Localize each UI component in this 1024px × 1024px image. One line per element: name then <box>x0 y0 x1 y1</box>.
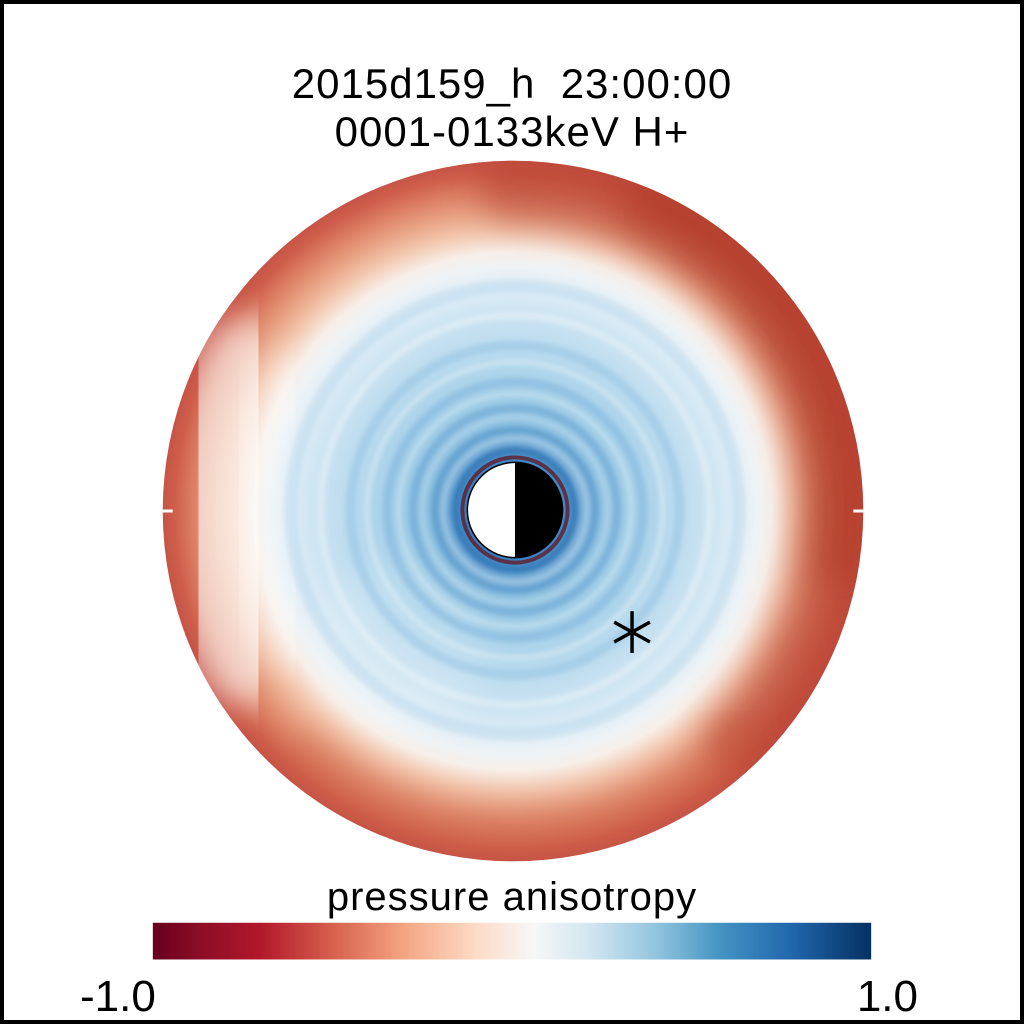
ring-structure <box>284 279 746 741</box>
colorbar-title: pressure anisotropy <box>326 875 698 919</box>
polar-anisotropy-plot <box>148 160 878 960</box>
colorbar-max-label: 1.0 <box>856 972 918 1021</box>
colorbar-gradient <box>152 922 872 960</box>
earth-marker <box>460 455 570 565</box>
asterisk-marker <box>613 611 651 653</box>
plot-subtitle: 0001-0133keV H+ <box>334 108 690 155</box>
plot-title: 2015d159_h 23:00:00 <box>291 60 733 107</box>
colorbar <box>152 922 872 960</box>
colorbar-min-label: -1.0 <box>80 972 156 1021</box>
anisotropy-disk <box>148 160 878 862</box>
angular-shading <box>162 160 864 858</box>
